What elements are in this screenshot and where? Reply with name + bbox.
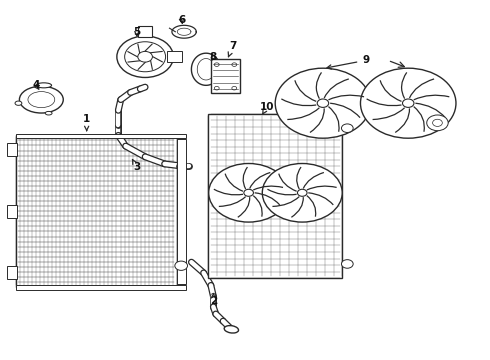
Bar <box>208 114 343 278</box>
Circle shape <box>342 124 353 132</box>
Bar <box>16 285 186 290</box>
Bar <box>7 205 17 218</box>
Circle shape <box>209 163 289 222</box>
Bar <box>177 139 186 284</box>
Text: 5: 5 <box>133 27 141 37</box>
Text: 9: 9 <box>327 55 369 69</box>
Circle shape <box>402 99 414 107</box>
Circle shape <box>117 36 173 77</box>
Circle shape <box>361 68 456 138</box>
Ellipse shape <box>36 83 51 88</box>
Bar <box>211 59 240 93</box>
Bar <box>16 135 177 287</box>
Bar <box>7 266 17 279</box>
Ellipse shape <box>15 101 22 105</box>
Bar <box>16 134 186 138</box>
Circle shape <box>275 68 371 138</box>
Text: 10: 10 <box>260 102 274 114</box>
Text: 1: 1 <box>83 114 90 131</box>
Circle shape <box>297 189 307 196</box>
Text: 3: 3 <box>132 159 141 172</box>
Circle shape <box>262 163 342 222</box>
Bar <box>138 26 152 37</box>
Ellipse shape <box>45 111 52 115</box>
Bar <box>7 143 17 156</box>
Text: 8: 8 <box>210 52 217 62</box>
Text: 4: 4 <box>32 80 40 90</box>
Circle shape <box>244 189 253 196</box>
Circle shape <box>342 260 353 268</box>
Ellipse shape <box>20 86 63 113</box>
Text: 2: 2 <box>210 293 217 306</box>
Text: 7: 7 <box>228 41 237 57</box>
Circle shape <box>175 261 188 270</box>
Ellipse shape <box>224 325 239 333</box>
Bar <box>167 51 182 62</box>
Circle shape <box>317 99 329 107</box>
Circle shape <box>427 115 448 131</box>
Text: 6: 6 <box>178 15 185 25</box>
